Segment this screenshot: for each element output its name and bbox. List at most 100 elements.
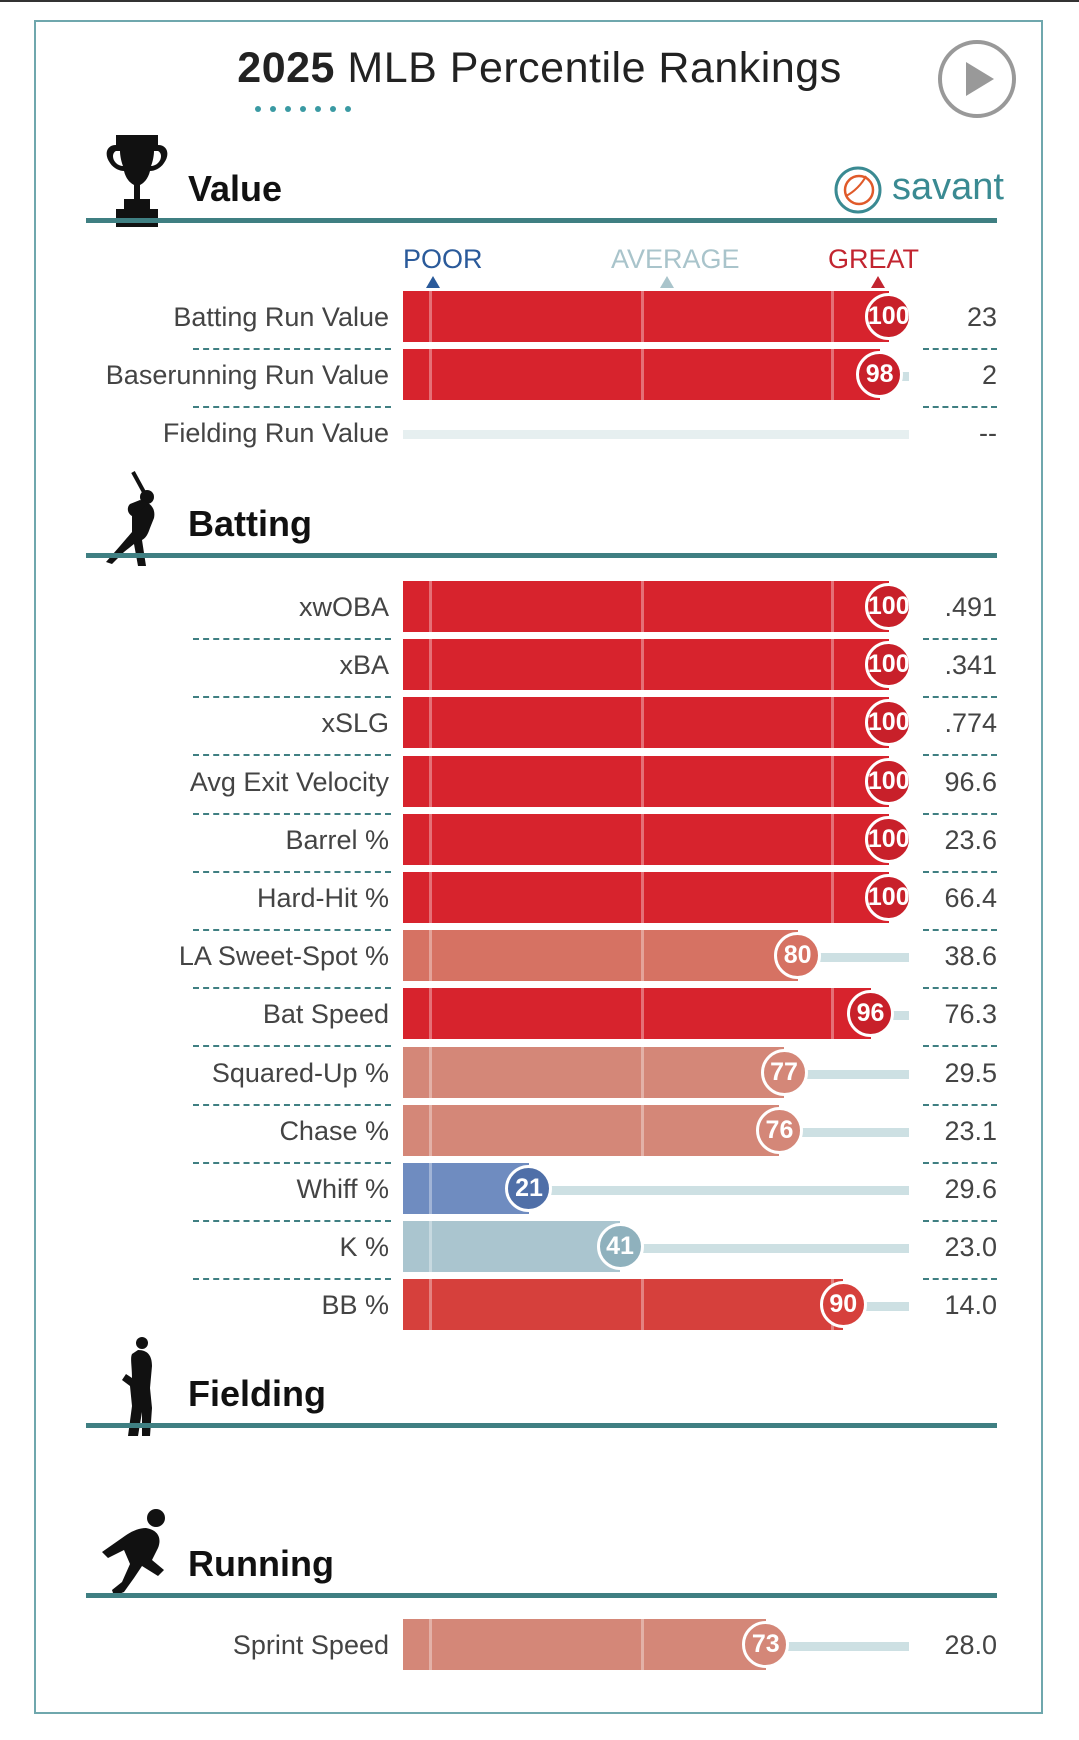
metric-value: 38.6: [944, 941, 997, 972]
section-divider: [86, 218, 997, 223]
bar-gridline: [429, 988, 432, 1040]
savant-logo-icon: [834, 166, 882, 214]
section-divider: [86, 553, 997, 558]
percentile-bar: [403, 1279, 844, 1331]
metric-value: --: [979, 418, 997, 449]
percentile-bar: [403, 1221, 621, 1273]
row-divider: [193, 929, 391, 931]
metric-row: Whiff % 21 29.6: [0, 1160, 1079, 1222]
percentile-bar: [403, 291, 889, 342]
bar-gridline: [641, 697, 644, 749]
bar-gridline: [641, 813, 644, 865]
row-divider: [923, 1045, 997, 1048]
metric-row: xwOBA 100 .491: [0, 578, 1079, 640]
percentile-circle: 96: [847, 990, 895, 1038]
metric-label: LA Sweet-Spot %: [178, 941, 389, 972]
metric-value: 23.0: [944, 1232, 997, 1263]
bar-gridline: [429, 1221, 432, 1273]
percentile-bar: [403, 349, 880, 401]
row-divider: [923, 870, 997, 873]
poor-marker-icon: [426, 276, 440, 288]
metric-value: .341: [944, 650, 997, 681]
percentile-bar: [403, 872, 889, 923]
bar-gridline: [831, 291, 834, 342]
bar-gridline: [429, 1279, 432, 1331]
percentile-bar: [403, 1619, 766, 1670]
rankings-card: [34, 20, 1043, 1714]
section-divider: [86, 1593, 997, 1598]
percentile-circle: 41: [596, 1223, 644, 1271]
bar-gridline: [831, 581, 834, 632]
play-button[interactable]: [938, 40, 1016, 118]
bar-gridline: [429, 697, 432, 749]
bar-gridline: [429, 1619, 432, 1670]
row-divider: [193, 1161, 391, 1164]
page-title: 2025 MLB Percentile Rankings: [0, 44, 1079, 93]
row-divider: [923, 987, 997, 990]
metric-row: Batting Run Value 100 23: [0, 288, 1079, 350]
metric-row: Barrel % 100 23.6: [0, 811, 1079, 873]
percentile-bar: [403, 930, 798, 982]
metric-value: 29.6: [944, 1174, 997, 1204]
bar-gridline: [429, 755, 432, 807]
metric-label: Avg Exit Velocity: [189, 766, 389, 797]
percentile-bar: [403, 988, 871, 1040]
bar-gridline: [641, 755, 644, 807]
metric-label: xSLG: [321, 708, 389, 739]
bar-gridline: [641, 581, 644, 632]
bar-gridline: [429, 872, 432, 923]
bar-gridline: [429, 1104, 432, 1156]
bar-gridline: [429, 930, 432, 982]
metric-row: Avg Exit Velocity 100 96.6: [0, 753, 1079, 815]
metric-row: xSLG 100 .774: [0, 694, 1079, 757]
percentile-bar: [403, 813, 889, 865]
metric-label: Whiff %: [296, 1174, 389, 1204]
row-divider: [193, 348, 391, 350]
metric-value: 14.0: [944, 1290, 997, 1321]
metric-row: Fielding Run Value --: [0, 404, 1079, 462]
row-divider: [193, 1045, 391, 1048]
bar-gridline: [429, 349, 432, 401]
percentile-bar: [403, 1104, 780, 1156]
bar-gridline: [641, 1619, 644, 1670]
percentile-circle: 100: [865, 874, 913, 921]
metric-value: .491: [944, 592, 997, 622]
scale-poor: POOR: [403, 244, 483, 274]
metric-track: [403, 1186, 909, 1195]
percentile-circle: 100: [865, 757, 913, 805]
scale-average: AVERAGE: [611, 244, 740, 274]
percentile-circle: 80: [774, 932, 822, 980]
metric-row: Chase % 76 23.1: [0, 1102, 1079, 1164]
metric-label: BB %: [321, 1290, 389, 1321]
metric-label: Sprint Speed: [232, 1630, 389, 1660]
metric-label: xBA: [339, 650, 389, 681]
metric-value: 76.3: [944, 999, 997, 1030]
section-title-value: Value: [188, 168, 283, 209]
percentile-circle: 100: [865, 293, 913, 340]
metric-value: .774: [944, 708, 997, 739]
metric-label: Chase %: [279, 1115, 389, 1146]
row-divider: [923, 696, 997, 699]
row-divider: [193, 638, 391, 640]
row-divider: [923, 348, 997, 350]
section-title-batting: Batting: [188, 503, 312, 544]
section-title-running: Running: [188, 1543, 334, 1584]
bar-gridline: [831, 813, 834, 865]
percentile-circle: 77: [760, 1048, 808, 1096]
bar-gridline: [641, 1046, 644, 1098]
metric-row: xBA 100 .341: [0, 636, 1079, 699]
metric-row: K % 41 23.0: [0, 1218, 1079, 1281]
percentile-circle: 98: [856, 351, 904, 399]
metric-value: 66.4: [944, 883, 997, 913]
metric-row: Sprint Speed 73 28.0: [0, 1616, 1079, 1674]
percentile-circle: 90: [819, 1281, 867, 1329]
row-divider: [193, 754, 391, 757]
metric-value: 2: [981, 360, 997, 391]
row-divider: [923, 406, 997, 409]
bar-gridline: [429, 581, 432, 632]
fielder-icon: [122, 1337, 152, 1436]
metric-track: [403, 1244, 909, 1254]
play-icon: [966, 62, 994, 96]
metric-row: Baserunning Run Value 98 2: [0, 346, 1079, 409]
bar-gridline: [641, 349, 644, 401]
